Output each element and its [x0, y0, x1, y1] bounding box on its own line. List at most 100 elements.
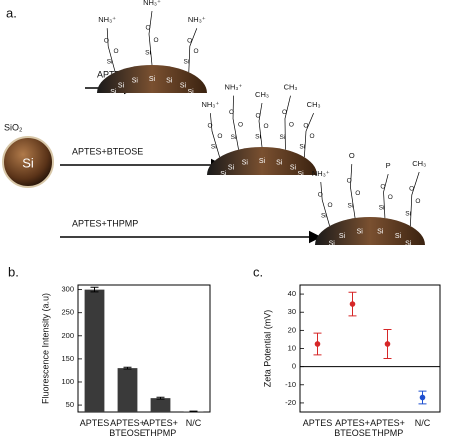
- linker-atom: Si: [321, 212, 327, 219]
- linker-atom: O: [347, 178, 352, 185]
- surface-atom: Si: [259, 158, 266, 165]
- chain: [188, 28, 198, 73]
- linker-atom: Si: [299, 143, 305, 150]
- particle: [2, 136, 54, 188]
- chain: [284, 95, 291, 150]
- chain: [210, 113, 220, 158]
- end-group: CH₃: [307, 100, 321, 109]
- linker-atom: Si: [145, 49, 151, 56]
- y-tick-label: 200: [61, 331, 74, 340]
- surface-atom: Si: [329, 240, 336, 247]
- linker-atom: Si: [231, 134, 237, 141]
- y-axis-label: Fluorescence Intensity (a.u): [40, 293, 50, 404]
- point: [314, 341, 321, 347]
- y-tick-label: 100: [61, 377, 74, 386]
- x-tick-label: N/C: [414, 418, 431, 428]
- linker-atom: O: [217, 133, 222, 140]
- chain: [320, 181, 330, 227]
- y-tick-label: 20: [288, 325, 296, 334]
- bar: [150, 398, 171, 412]
- x-tick-label: APTES: [302, 418, 333, 428]
- x-tick-label: APTES+ THPMP: [143, 418, 178, 438]
- linker-atom: O: [263, 123, 268, 130]
- linker-atom: O: [380, 184, 385, 191]
- linker-atom: O: [255, 113, 260, 120]
- y-tick-label: 250: [61, 308, 74, 317]
- linker-atom: Si: [107, 59, 113, 66]
- x-tick-label: APTES+ BTEOSE: [334, 418, 371, 438]
- linker-atom: O: [145, 25, 150, 32]
- linker-atom: O: [415, 198, 420, 205]
- surface-atom: Si: [118, 82, 125, 89]
- linker-atom: O: [153, 37, 158, 44]
- end-group: CH₃: [255, 90, 269, 99]
- y-tick-label: 30: [288, 307, 296, 316]
- surface-atom: Si: [166, 78, 173, 85]
- reagent-label: APTES+THPMP: [72, 218, 138, 228]
- hemisphere: [97, 65, 207, 93]
- linker-atom: O: [229, 109, 234, 116]
- chain: [350, 164, 356, 219]
- surface-atom: Si: [187, 89, 194, 96]
- point: [349, 301, 356, 307]
- surface-atom: Si: [339, 233, 346, 240]
- end-group: NH₃⁺: [143, 0, 161, 7]
- linker-atom: O: [208, 123, 213, 130]
- shell-label: SiO₂: [4, 122, 23, 132]
- surface-atom: Si: [297, 171, 304, 178]
- chain: [258, 102, 263, 148]
- surface-atom: Si: [405, 240, 412, 247]
- chain: [148, 10, 153, 66]
- reagent-label: APTES+BTEOSE: [72, 146, 143, 156]
- end-group: NH₃⁺: [225, 83, 243, 92]
- point: [384, 341, 391, 347]
- plot-frame: [299, 284, 441, 413]
- surface-atom: Si: [220, 171, 227, 178]
- y-tick-label: 300: [61, 285, 74, 294]
- end-group: O: [349, 151, 355, 160]
- surface-atom: Si: [180, 82, 187, 89]
- error-bar: [189, 410, 198, 413]
- surface-atom: Si: [228, 164, 235, 171]
- surface-atom: Si: [132, 78, 139, 85]
- core-label: Si: [22, 155, 34, 170]
- y-tick-label: 10: [288, 343, 296, 352]
- linker-atom: Si: [405, 210, 411, 217]
- linker-atom: O: [328, 202, 333, 209]
- linker-atom: O: [193, 48, 198, 55]
- surface-atom: Si: [149, 76, 156, 83]
- panel-label: c.: [253, 264, 263, 279]
- error-bar: [156, 396, 165, 400]
- linker-atom: O: [238, 122, 243, 129]
- x-tick-label: N/C: [185, 418, 202, 428]
- linker-atom: O: [104, 38, 109, 45]
- error-bar: [123, 366, 132, 370]
- x-tick-label: APTES: [79, 418, 110, 428]
- end-group: P: [386, 161, 391, 170]
- linker-atom: O: [355, 190, 360, 197]
- linker-atom: Si: [184, 59, 190, 66]
- y-tick-label: 50: [66, 400, 74, 409]
- linker-atom: O: [303, 123, 308, 130]
- y-tick-label: 0: [292, 362, 296, 371]
- linker-atom: O: [409, 186, 414, 193]
- surface-atom: Si: [242, 160, 249, 167]
- surface-atom: Si: [377, 229, 384, 236]
- end-group: NH₃⁺: [188, 15, 206, 24]
- linker-atom: O: [187, 38, 192, 45]
- chain: [304, 113, 314, 158]
- y-tick-label: 40: [288, 289, 296, 298]
- bar: [84, 289, 105, 412]
- linker-atom: Si: [348, 202, 354, 209]
- surface-atom: Si: [357, 229, 364, 236]
- surface-atom: Si: [110, 89, 117, 96]
- x-tick-label: APTES+ BTEOSE: [109, 418, 146, 438]
- point: [419, 394, 426, 401]
- hemisphere: [207, 147, 317, 175]
- end-group: NH₃⁺: [98, 15, 116, 24]
- panel-label: b.: [8, 264, 19, 279]
- surface-atom: Si: [276, 160, 283, 167]
- linker-atom: O: [282, 109, 287, 116]
- linker-atom: Si: [379, 204, 385, 211]
- hemisphere: [315, 217, 425, 245]
